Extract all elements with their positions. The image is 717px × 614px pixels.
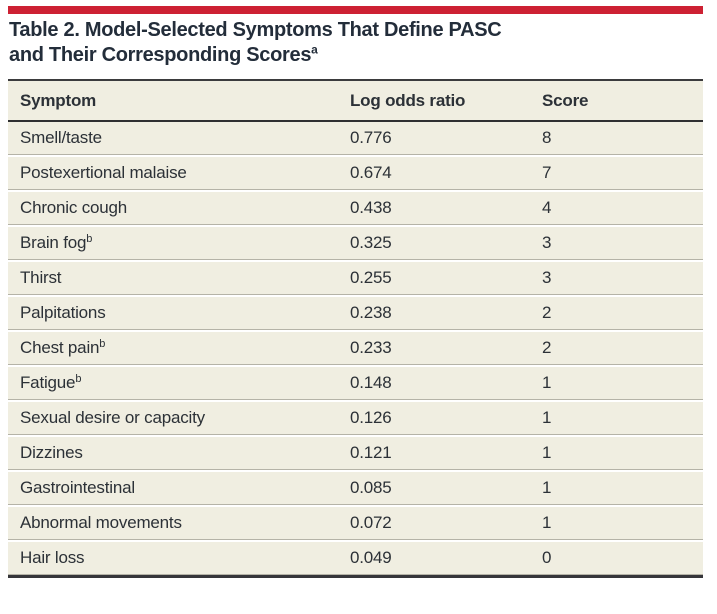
symptom-superscript: b xyxy=(99,338,106,350)
symptom-cell: Smell/taste xyxy=(8,128,350,148)
table-header-row: Symptom Log odds ratio Score xyxy=(8,81,703,120)
table-title-superscript: a xyxy=(311,42,318,57)
accent-bar xyxy=(8,6,703,14)
symptom-cell: Brain fogb xyxy=(8,233,350,253)
score-cell: 0 xyxy=(542,548,552,567)
log-odds-cell: 0.072 xyxy=(350,513,392,532)
score-cell: 1 xyxy=(542,373,552,392)
symptom-cell: Chronic cough xyxy=(8,198,350,218)
table-row: Postexertional malaise 0.674 7 xyxy=(8,157,703,190)
symptom-superscript: b xyxy=(86,233,93,245)
symptom-text: Hair loss xyxy=(20,548,85,567)
log-odds-cell: 0.233 xyxy=(350,338,392,357)
symptom-text: Palpitations xyxy=(20,303,106,322)
score-cell: 7 xyxy=(542,163,552,182)
score-cell: 8 xyxy=(542,128,552,147)
header-rule xyxy=(8,120,703,122)
table-row: Fatigueb 0.148 1 xyxy=(8,367,703,400)
table-row: Sexual desire or capacity 0.126 1 xyxy=(8,402,703,435)
score-cell: 1 xyxy=(542,478,552,497)
table-row: Abnormal movements 0.072 1 xyxy=(8,507,703,540)
log-odds-cell: 0.238 xyxy=(350,303,392,322)
score-cell: 1 xyxy=(542,513,552,532)
symptom-text: Dizzines xyxy=(20,443,83,462)
log-odds-cell: 0.255 xyxy=(350,268,392,287)
log-odds-cell: 0.438 xyxy=(350,198,392,217)
bottom-rule xyxy=(8,575,703,578)
symptom-text: Postexertional malaise xyxy=(20,163,187,182)
log-odds-cell: 0.325 xyxy=(350,233,392,252)
score-cell: 4 xyxy=(542,198,552,217)
table-row: Palpitations 0.238 2 xyxy=(8,297,703,330)
symptom-text: Abnormal movements xyxy=(20,513,182,532)
log-odds-cell: 0.126 xyxy=(350,408,392,427)
table-row: Chest painb 0.233 2 xyxy=(8,332,703,365)
top-rule xyxy=(8,79,703,81)
symptom-text: Chest pain xyxy=(20,338,100,357)
symptom-cell: Hair loss xyxy=(8,548,350,568)
table-title-line2: and Their Corresponding Scores xyxy=(9,44,312,66)
table-row: Dizzines 0.121 1 xyxy=(8,437,703,470)
log-odds-cell: 0.085 xyxy=(350,478,392,497)
table-title-line1: Table 2. Model-Selected Symptoms That De… xyxy=(9,19,502,41)
table-row: Thirst 0.255 3 xyxy=(8,262,703,295)
symptom-text: Chronic cough xyxy=(20,198,128,217)
symptom-text: Sexual desire or capacity xyxy=(20,408,205,427)
table-row: Gastrointestinal 0.085 1 xyxy=(8,472,703,505)
symptom-superscript: b xyxy=(75,373,82,385)
column-header-log-odds: Log odds ratio xyxy=(350,90,466,110)
symptom-cell: Abnormal movements xyxy=(8,513,350,533)
score-cell: 1 xyxy=(542,408,552,427)
table-body: Smell/taste 0.776 8 Postexertional malai… xyxy=(8,122,703,575)
score-cell: 2 xyxy=(542,303,552,322)
symptom-text: Smell/taste xyxy=(20,128,102,147)
table-row: Chronic cough 0.438 4 xyxy=(8,192,703,225)
symptom-cell: Thirst xyxy=(8,268,350,288)
symptom-cell: Fatigueb xyxy=(8,373,350,393)
symptom-cell: Palpitations xyxy=(8,303,350,323)
symptom-cell: Sexual desire or capacity xyxy=(8,408,350,428)
column-header-score: Score xyxy=(542,90,589,110)
symptom-text: Brain fog xyxy=(20,233,87,252)
symptom-text: Thirst xyxy=(20,268,62,287)
table-row: Smell/taste 0.776 8 xyxy=(8,122,703,155)
symptom-cell: Dizzines xyxy=(8,443,350,463)
score-cell: 3 xyxy=(542,233,552,252)
log-odds-cell: 0.049 xyxy=(350,548,392,567)
column-header-symptom: Symptom xyxy=(20,90,97,110)
log-odds-cell: 0.776 xyxy=(350,128,392,147)
symptom-text: Gastrointestinal xyxy=(20,478,135,497)
log-odds-cell: 0.674 xyxy=(350,163,392,182)
table-row: Brain fogb 0.325 3 xyxy=(8,227,703,260)
symptom-text: Fatigue xyxy=(20,373,76,392)
score-cell: 1 xyxy=(542,443,552,462)
symptom-cell: Gastrointestinal xyxy=(8,478,350,498)
score-cell: 3 xyxy=(542,268,552,287)
symptom-cell: Chest painb xyxy=(8,338,350,358)
log-odds-cell: 0.148 xyxy=(350,373,392,392)
table-card: Table 2. Model-Selected Symptoms That De… xyxy=(8,6,703,578)
table-row: Hair loss 0.049 0 xyxy=(8,542,703,575)
symptom-cell: Postexertional malaise xyxy=(8,163,350,183)
score-cell: 2 xyxy=(542,338,552,357)
log-odds-cell: 0.121 xyxy=(350,443,392,462)
table-title: Table 2. Model-Selected Symptoms That De… xyxy=(9,18,703,68)
